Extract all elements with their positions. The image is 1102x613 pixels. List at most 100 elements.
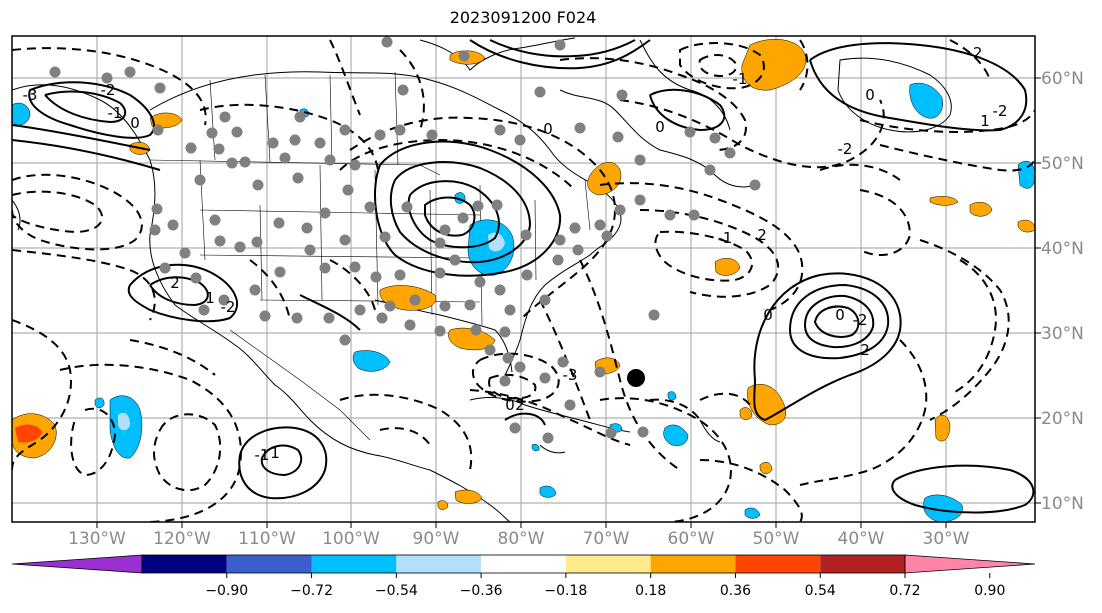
lon-label: 70°W — [583, 529, 630, 549]
station-dot — [151, 203, 163, 215]
colorbar-label: −0.54 — [375, 583, 418, 599]
station-dot — [616, 89, 628, 101]
station-dot — [154, 82, 166, 94]
station-dot — [314, 137, 326, 149]
station-dot — [504, 304, 516, 316]
station-dot — [231, 126, 243, 138]
station-dot — [648, 309, 660, 321]
lon-label: 80°W — [498, 529, 545, 549]
contour-label: -2 — [221, 298, 236, 316]
station-dot — [101, 72, 113, 84]
colorbar-outline — [141, 554, 906, 574]
station-dot — [301, 222, 313, 234]
contour-label: 2 — [860, 341, 870, 359]
station-dot — [185, 142, 197, 154]
lat-label: 10°N — [1041, 494, 1084, 514]
station-dot — [294, 111, 306, 123]
station-dot — [704, 164, 716, 176]
station-dot — [397, 84, 409, 96]
contour-label: -1 — [718, 229, 733, 247]
station-dot — [634, 154, 646, 166]
station-dot — [470, 324, 482, 336]
station-dot — [709, 132, 721, 144]
station-dot — [213, 143, 225, 155]
colorbar-extend-low — [11, 554, 143, 574]
station-dot — [605, 427, 617, 439]
station-dot — [239, 156, 251, 168]
station-dot — [292, 172, 304, 184]
colorbar-segment — [396, 555, 482, 573]
station-dot — [434, 237, 446, 249]
station-dot — [339, 334, 351, 346]
station-dot — [252, 179, 264, 191]
contour-labels: 0-1-2-321 -20-10-21-20-22-102-20-1 1-30 2 — [23, 44, 1008, 464]
station-dot — [634, 194, 646, 206]
contour-label: -2 — [993, 102, 1008, 120]
station-dot — [539, 372, 551, 384]
contour-label: 0 — [763, 306, 773, 324]
station-dot — [426, 129, 438, 141]
station-dot — [472, 200, 484, 212]
station-dot — [289, 134, 301, 146]
contour-label: -2 — [853, 311, 868, 329]
contour-label: -1 — [733, 70, 748, 88]
station-dot — [234, 241, 246, 253]
colorbar-segment — [311, 555, 397, 573]
station-dot — [664, 209, 676, 221]
contour-label: -3 — [563, 366, 578, 384]
station-dot — [364, 201, 376, 213]
lon-label: 120°W — [153, 529, 211, 549]
station-dot — [267, 137, 279, 149]
contour-label: 1 — [205, 289, 215, 307]
station-dot — [404, 319, 416, 331]
station-dot — [684, 126, 696, 138]
station-dot — [354, 304, 366, 316]
station-dot — [124, 66, 136, 78]
station-dot — [552, 254, 564, 266]
lat-label: 50°N — [1041, 154, 1084, 174]
storm-marker — [627, 369, 645, 387]
station-dot — [226, 157, 238, 169]
station-dot — [499, 375, 511, 387]
station-dot — [401, 201, 413, 213]
station-dot — [514, 361, 526, 373]
station-dot — [324, 154, 336, 166]
station-dot — [614, 204, 626, 216]
station-dot — [564, 399, 576, 411]
station-dot — [159, 262, 171, 274]
station-dot — [499, 326, 511, 338]
station-dot — [569, 222, 581, 234]
station-dot — [520, 229, 532, 241]
contour-label: -1 — [255, 446, 270, 464]
station-dot — [534, 86, 546, 98]
lon-label: 50°W — [753, 529, 800, 549]
station-dot — [464, 299, 476, 311]
colorbar-segment — [481, 555, 566, 573]
colorbar-label: −0.18 — [544, 583, 587, 599]
station-dot — [167, 219, 179, 231]
colorbar-segment — [142, 555, 227, 573]
strong-positive-shading — [15, 424, 42, 443]
lon-label: 40°W — [838, 529, 885, 549]
station-dot — [342, 184, 354, 196]
colorbar-segment — [735, 555, 821, 573]
station-dot — [491, 199, 503, 211]
station-dot — [374, 129, 386, 141]
colorbar: −0.90 −0.72 −0.54 −0.36 −0.18 0.18 0.36 0.54 0.7… — [11, 554, 1036, 599]
station-dot — [502, 352, 514, 364]
station-dot — [509, 422, 521, 434]
colorbar-extend-high — [904, 554, 1036, 574]
station-dot — [439, 300, 451, 312]
station-dot — [339, 234, 351, 246]
station-dot — [458, 50, 470, 62]
station-dot — [381, 36, 393, 48]
station-dot — [179, 247, 191, 259]
station-dot — [457, 212, 469, 224]
contour-label: 0 — [835, 306, 845, 324]
contour-label: 1 — [980, 112, 990, 130]
station-dot — [219, 111, 231, 123]
station-dot — [291, 312, 303, 324]
station-dot — [434, 325, 446, 337]
station-dot — [379, 231, 391, 243]
